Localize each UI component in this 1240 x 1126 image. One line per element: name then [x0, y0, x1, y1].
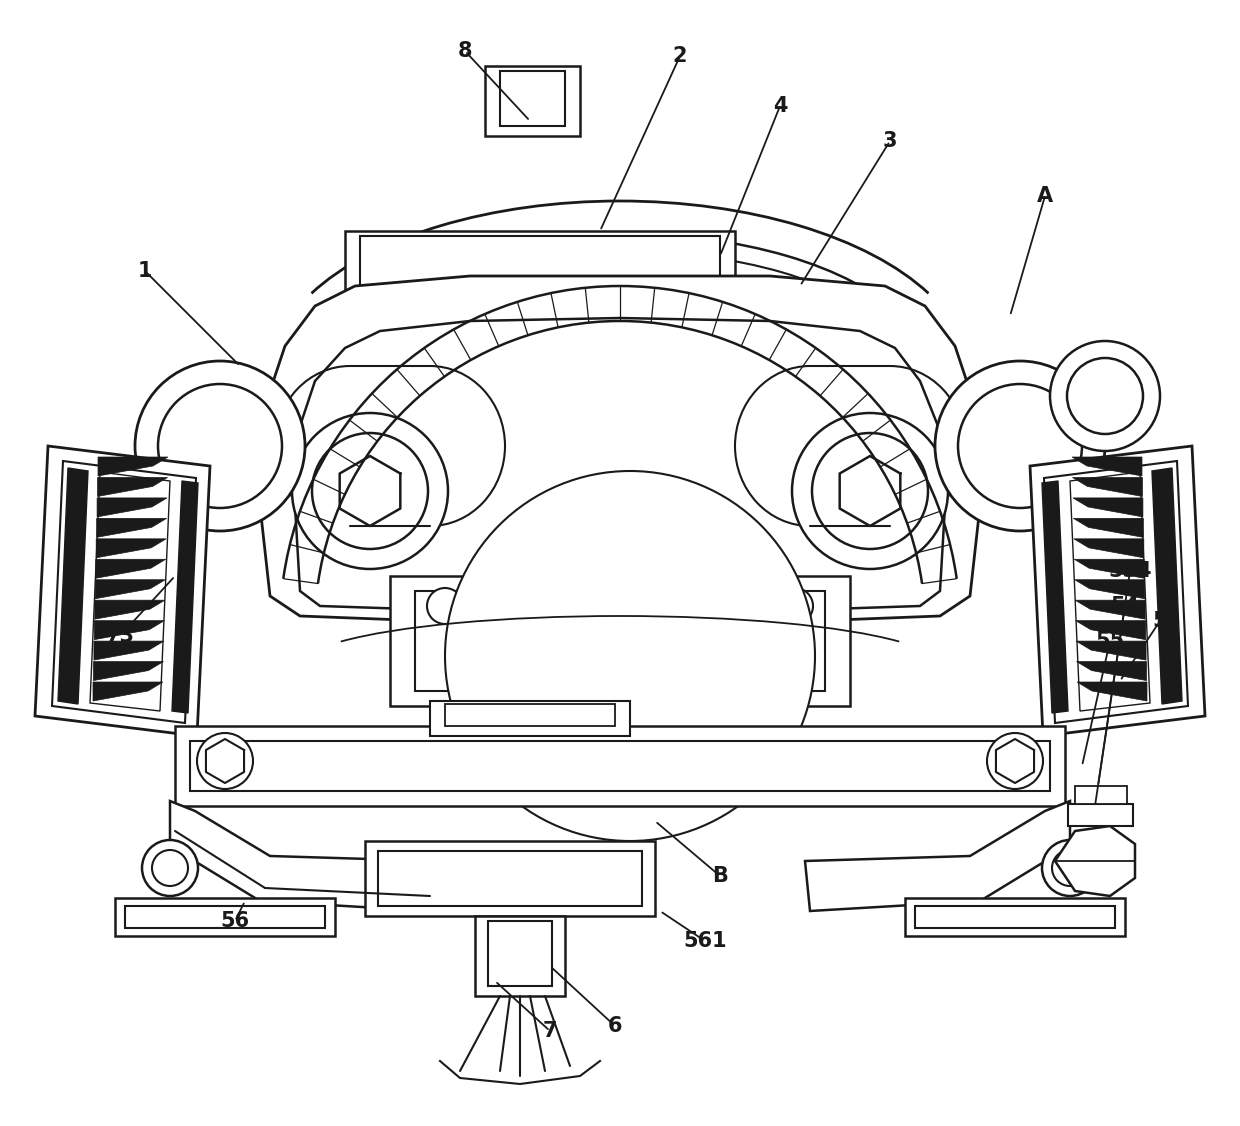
Polygon shape [1044, 461, 1188, 723]
Polygon shape [1073, 477, 1142, 497]
Bar [445, 704, 615, 726]
Polygon shape [295, 318, 945, 614]
Polygon shape [95, 580, 165, 599]
Text: 73: 73 [105, 626, 134, 646]
Polygon shape [172, 481, 198, 713]
Bar [190, 741, 1050, 790]
Text: 55: 55 [1095, 631, 1125, 651]
Bar [125, 906, 325, 928]
Bar [915, 906, 1115, 928]
Polygon shape [91, 472, 170, 711]
Circle shape [1050, 341, 1159, 452]
Polygon shape [1078, 682, 1147, 701]
Polygon shape [94, 641, 164, 660]
Text: 56: 56 [221, 911, 249, 931]
Bar [391, 577, 849, 706]
Text: 1: 1 [138, 261, 153, 282]
Text: B: B [712, 866, 728, 886]
Polygon shape [1030, 446, 1205, 736]
Text: 534: 534 [1109, 561, 1152, 581]
Circle shape [1042, 840, 1097, 896]
Circle shape [445, 471, 815, 841]
Circle shape [153, 850, 188, 886]
Polygon shape [58, 468, 88, 704]
Polygon shape [1070, 472, 1149, 711]
Polygon shape [1042, 481, 1068, 713]
Bar [360, 236, 720, 286]
Text: 2: 2 [673, 46, 687, 66]
Bar [500, 71, 565, 126]
Circle shape [157, 384, 281, 508]
Bar [489, 921, 552, 986]
Circle shape [427, 588, 463, 624]
Bar [115, 899, 335, 936]
Polygon shape [93, 682, 162, 701]
Polygon shape [95, 560, 166, 579]
Circle shape [312, 434, 428, 549]
Text: 5: 5 [1153, 611, 1167, 631]
Polygon shape [52, 461, 196, 723]
Circle shape [1066, 358, 1143, 434]
Polygon shape [1074, 539, 1143, 557]
Bar [175, 726, 1065, 806]
Circle shape [197, 733, 253, 789]
Polygon shape [1074, 560, 1145, 579]
Circle shape [935, 361, 1105, 531]
Text: 4: 4 [773, 96, 787, 116]
Bar [378, 851, 642, 906]
Bar [345, 231, 735, 296]
Text: 7: 7 [543, 1021, 557, 1042]
Polygon shape [170, 801, 435, 911]
Circle shape [792, 413, 949, 569]
Text: 54: 54 [1111, 596, 1140, 616]
Polygon shape [1075, 600, 1146, 619]
Polygon shape [97, 498, 167, 517]
Polygon shape [1076, 641, 1146, 660]
Circle shape [291, 413, 448, 569]
Bar [430, 701, 630, 736]
Polygon shape [260, 276, 980, 626]
Bar [905, 899, 1125, 936]
Polygon shape [1074, 518, 1143, 537]
Circle shape [812, 434, 928, 549]
Text: 561: 561 [683, 931, 727, 951]
Polygon shape [1055, 826, 1135, 896]
Polygon shape [1073, 498, 1143, 517]
Circle shape [143, 840, 198, 896]
Text: 6: 6 [608, 1016, 622, 1036]
Polygon shape [805, 801, 1070, 911]
Text: 3: 3 [883, 131, 898, 151]
Circle shape [135, 361, 305, 531]
Polygon shape [94, 620, 165, 640]
Circle shape [987, 733, 1043, 789]
Polygon shape [1076, 662, 1147, 680]
Text: 8: 8 [458, 41, 472, 61]
Polygon shape [98, 457, 167, 476]
Polygon shape [93, 662, 164, 680]
Polygon shape [1075, 580, 1145, 599]
Polygon shape [1073, 457, 1142, 476]
Polygon shape [97, 539, 166, 557]
Circle shape [777, 588, 813, 624]
Bar [485, 66, 580, 136]
Circle shape [959, 384, 1083, 508]
Circle shape [1052, 850, 1087, 886]
Polygon shape [98, 477, 167, 497]
Polygon shape [94, 600, 165, 619]
Polygon shape [97, 518, 166, 537]
Polygon shape [1075, 620, 1146, 640]
Text: A: A [1037, 186, 1053, 206]
Bar [415, 591, 825, 691]
Bar [1075, 786, 1127, 804]
Polygon shape [35, 446, 210, 736]
Bar [365, 841, 655, 915]
Polygon shape [1152, 468, 1182, 704]
Bar [475, 915, 565, 997]
Bar [1068, 804, 1133, 826]
